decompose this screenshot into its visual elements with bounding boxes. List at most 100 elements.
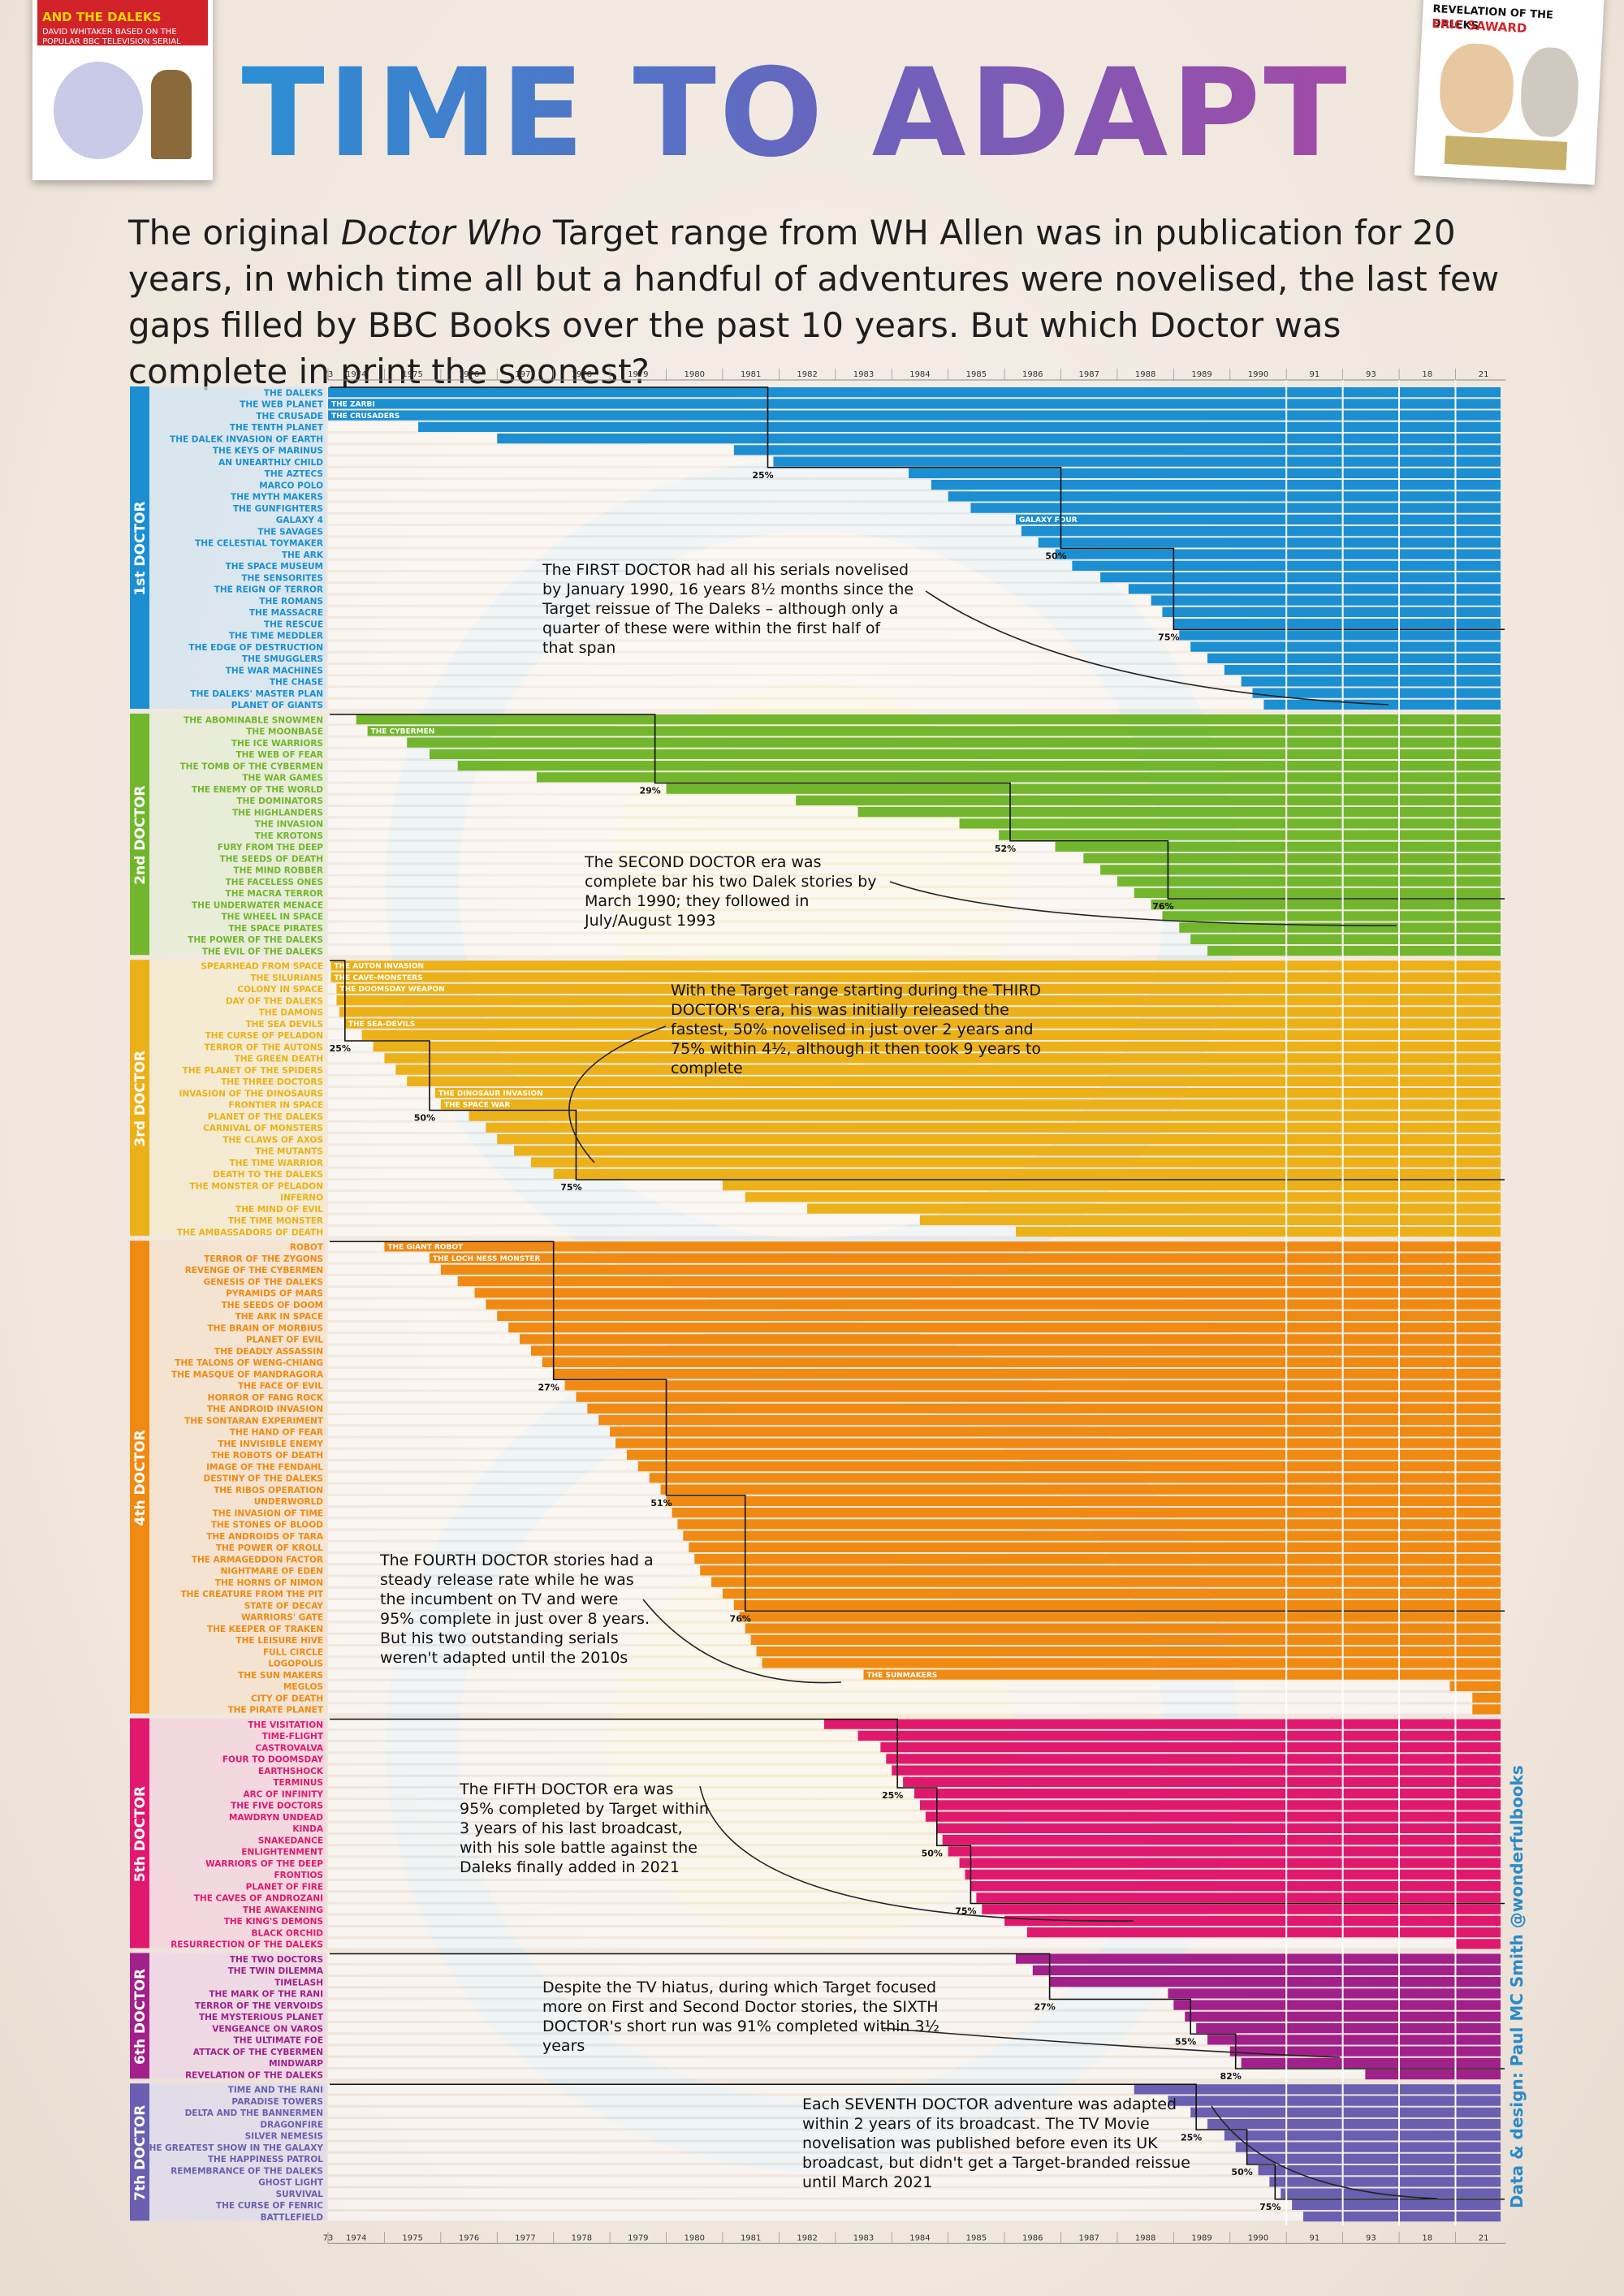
- serial-label: THE UNDERWATER MENACE: [192, 900, 323, 910]
- serial-label: THE MONSTER OF PELADON: [190, 1181, 323, 1191]
- row-stripe: [328, 2095, 1501, 2105]
- serial-label: THE BRAIN OF MORBIUS: [207, 1323, 323, 1333]
- page-title: TIME TO ADAPT: [211, 49, 1380, 179]
- axis-tick-label: 1974: [346, 2233, 366, 2242]
- serial-label: SNAKEDANCE: [258, 1836, 323, 1845]
- serial-label: THE TIME MEDDLER: [229, 632, 323, 641]
- serial-label: THE TIME WARRIOR: [230, 1159, 323, 1168]
- row-stripe: [328, 1977, 1501, 1987]
- serial-label: PYRAMIDS OF MARS: [226, 1289, 323, 1299]
- serial-bar: [1224, 665, 1501, 675]
- alt-title-label: THE SPACE WAR: [444, 1102, 511, 1110]
- axis-tick-label: 1981: [741, 370, 761, 379]
- serial-label: THE SMUGGLERS: [242, 654, 323, 664]
- serial-label: PLANET OF FIRE: [246, 1882, 323, 1892]
- serial-label: KINDA: [292, 1824, 324, 1834]
- serial-bar: [999, 830, 1501, 840]
- annotation-arrow: [1211, 2105, 1438, 2199]
- serial-label: TIMELASH: [274, 1978, 323, 1987]
- row-stripe: [328, 572, 1501, 582]
- serial-label: THE INVISIBLE ENEMY: [218, 1439, 323, 1449]
- milestone-label: 76%: [1152, 901, 1173, 912]
- serial-bar: [909, 468, 1501, 478]
- milestone-label: 55%: [1175, 2036, 1196, 2047]
- annotation-arrow: [889, 881, 1397, 926]
- axis-tick-label: 1990: [1248, 370, 1268, 379]
- axis-tick-label: 18: [1422, 2233, 1432, 2242]
- serial-bar: [1021, 526, 1501, 537]
- axis-tick-label: 1975: [402, 2233, 422, 2242]
- milestone-label: 50%: [1045, 551, 1066, 562]
- serial-bar: [942, 1835, 1501, 1845]
- serial-label: THE CHASE: [270, 678, 323, 688]
- row-stripe: [328, 1988, 1501, 1998]
- serial-label: THE ENEMY OF THE WORLD: [192, 785, 323, 795]
- serial-label: ENLIGHTENMENT: [241, 1848, 323, 1858]
- doctor-band-shade: [149, 2083, 326, 2221]
- serial-bar: [1116, 876, 1501, 887]
- serial-bar: [367, 726, 1501, 736]
- annotation-arrow: [881, 2027, 1341, 2058]
- serial-bar: [1190, 641, 1501, 652]
- axis-tick-label: 1977: [515, 370, 535, 379]
- doctor-band-shade: [149, 1241, 326, 1714]
- row-stripe: [328, 2035, 1501, 2044]
- row-stripe: [328, 2177, 1501, 2186]
- milestone-label: 27%: [1034, 2002, 1055, 2013]
- serial-bar: [1179, 922, 1501, 933]
- serial-bar: [1252, 688, 1501, 698]
- serial-bar: [1151, 900, 1501, 910]
- serial-label: THE PLANET OF THE SPIDERS: [183, 1066, 323, 1076]
- row-stripe: [328, 1846, 1501, 1856]
- serial-label: THE TIME MONSTER: [228, 1216, 323, 1226]
- axis-tick-label: 1988: [1135, 370, 1155, 379]
- row-stripe: [328, 2011, 1501, 2021]
- serial-bar: [880, 1742, 1501, 1753]
- axis-tick-label: 1984: [909, 370, 930, 379]
- row-stripe: [328, 1227, 1501, 1236]
- row-stripe: [328, 665, 1501, 675]
- serial-bar: [965, 1869, 1501, 1880]
- serial-bar: [970, 503, 1501, 513]
- serial-label: THE ARK: [282, 550, 324, 560]
- alt-title-label: THE DINOSAUR INVASION: [438, 1090, 543, 1098]
- row-stripe: [328, 1858, 1501, 1867]
- row-stripe: [328, 2023, 1501, 2033]
- doctor-label: 5th DOCTOR: [132, 1786, 149, 1882]
- row-stripe: [328, 1869, 1501, 1879]
- row-stripe: [328, 1835, 1501, 1845]
- row-stripe: [328, 619, 1501, 628]
- serial-label: THE SEEDS OF DOOM: [222, 1301, 323, 1310]
- serial-label: THE DALEKS: [264, 388, 323, 398]
- milestone-label: 52%: [995, 844, 1016, 854]
- serial-bar: [750, 1634, 1501, 1645]
- serial-label: THE HAND OF FEAR: [230, 1428, 323, 1438]
- serial-bar: [336, 995, 1501, 1006]
- axis-tick-label: 21: [1479, 370, 1489, 379]
- serial-bar: [1190, 2107, 1501, 2117]
- serial-bar: [330, 960, 1501, 971]
- annotation-arrow: [925, 590, 1389, 706]
- annotation-arrow: [642, 1599, 842, 1684]
- alt-title-label: GALAXY FOUR: [1019, 516, 1078, 524]
- serial-label: THE TENTH PLANET: [230, 423, 324, 433]
- milestone-label: 75%: [560, 1182, 581, 1193]
- doctor-band-shade: [149, 386, 326, 709]
- serial-label: STATE OF DECAY: [244, 1601, 324, 1611]
- milestone-label: 25%: [330, 1043, 351, 1054]
- serial-bar: [1303, 2212, 1501, 2222]
- alt-title-label: THE DOOMSDAY WEAPON: [339, 986, 444, 994]
- serial-bar: [1196, 2023, 1501, 2034]
- serial-label: THE WEB OF FEAR: [235, 750, 323, 760]
- serial-label: THE CREATURE FROM THE PIT: [181, 1590, 324, 1599]
- serial-label: PARADISE TOWERS: [231, 2097, 323, 2107]
- serial-label: THE ANDROID INVASION: [207, 1405, 323, 1414]
- annotation-arrow: [568, 1025, 667, 1163]
- doctor-label: 1st DOCTOR: [132, 501, 149, 595]
- row-stripe: [328, 595, 1501, 605]
- serial-label: THE RESCUE: [264, 619, 323, 629]
- serial-bar: [1224, 2130, 1501, 2141]
- serial-label: ROBOT: [290, 1243, 324, 1253]
- row-stripe: [328, 1953, 1501, 1963]
- serial-label: THE ANDROIDS OF TARA: [206, 1532, 324, 1542]
